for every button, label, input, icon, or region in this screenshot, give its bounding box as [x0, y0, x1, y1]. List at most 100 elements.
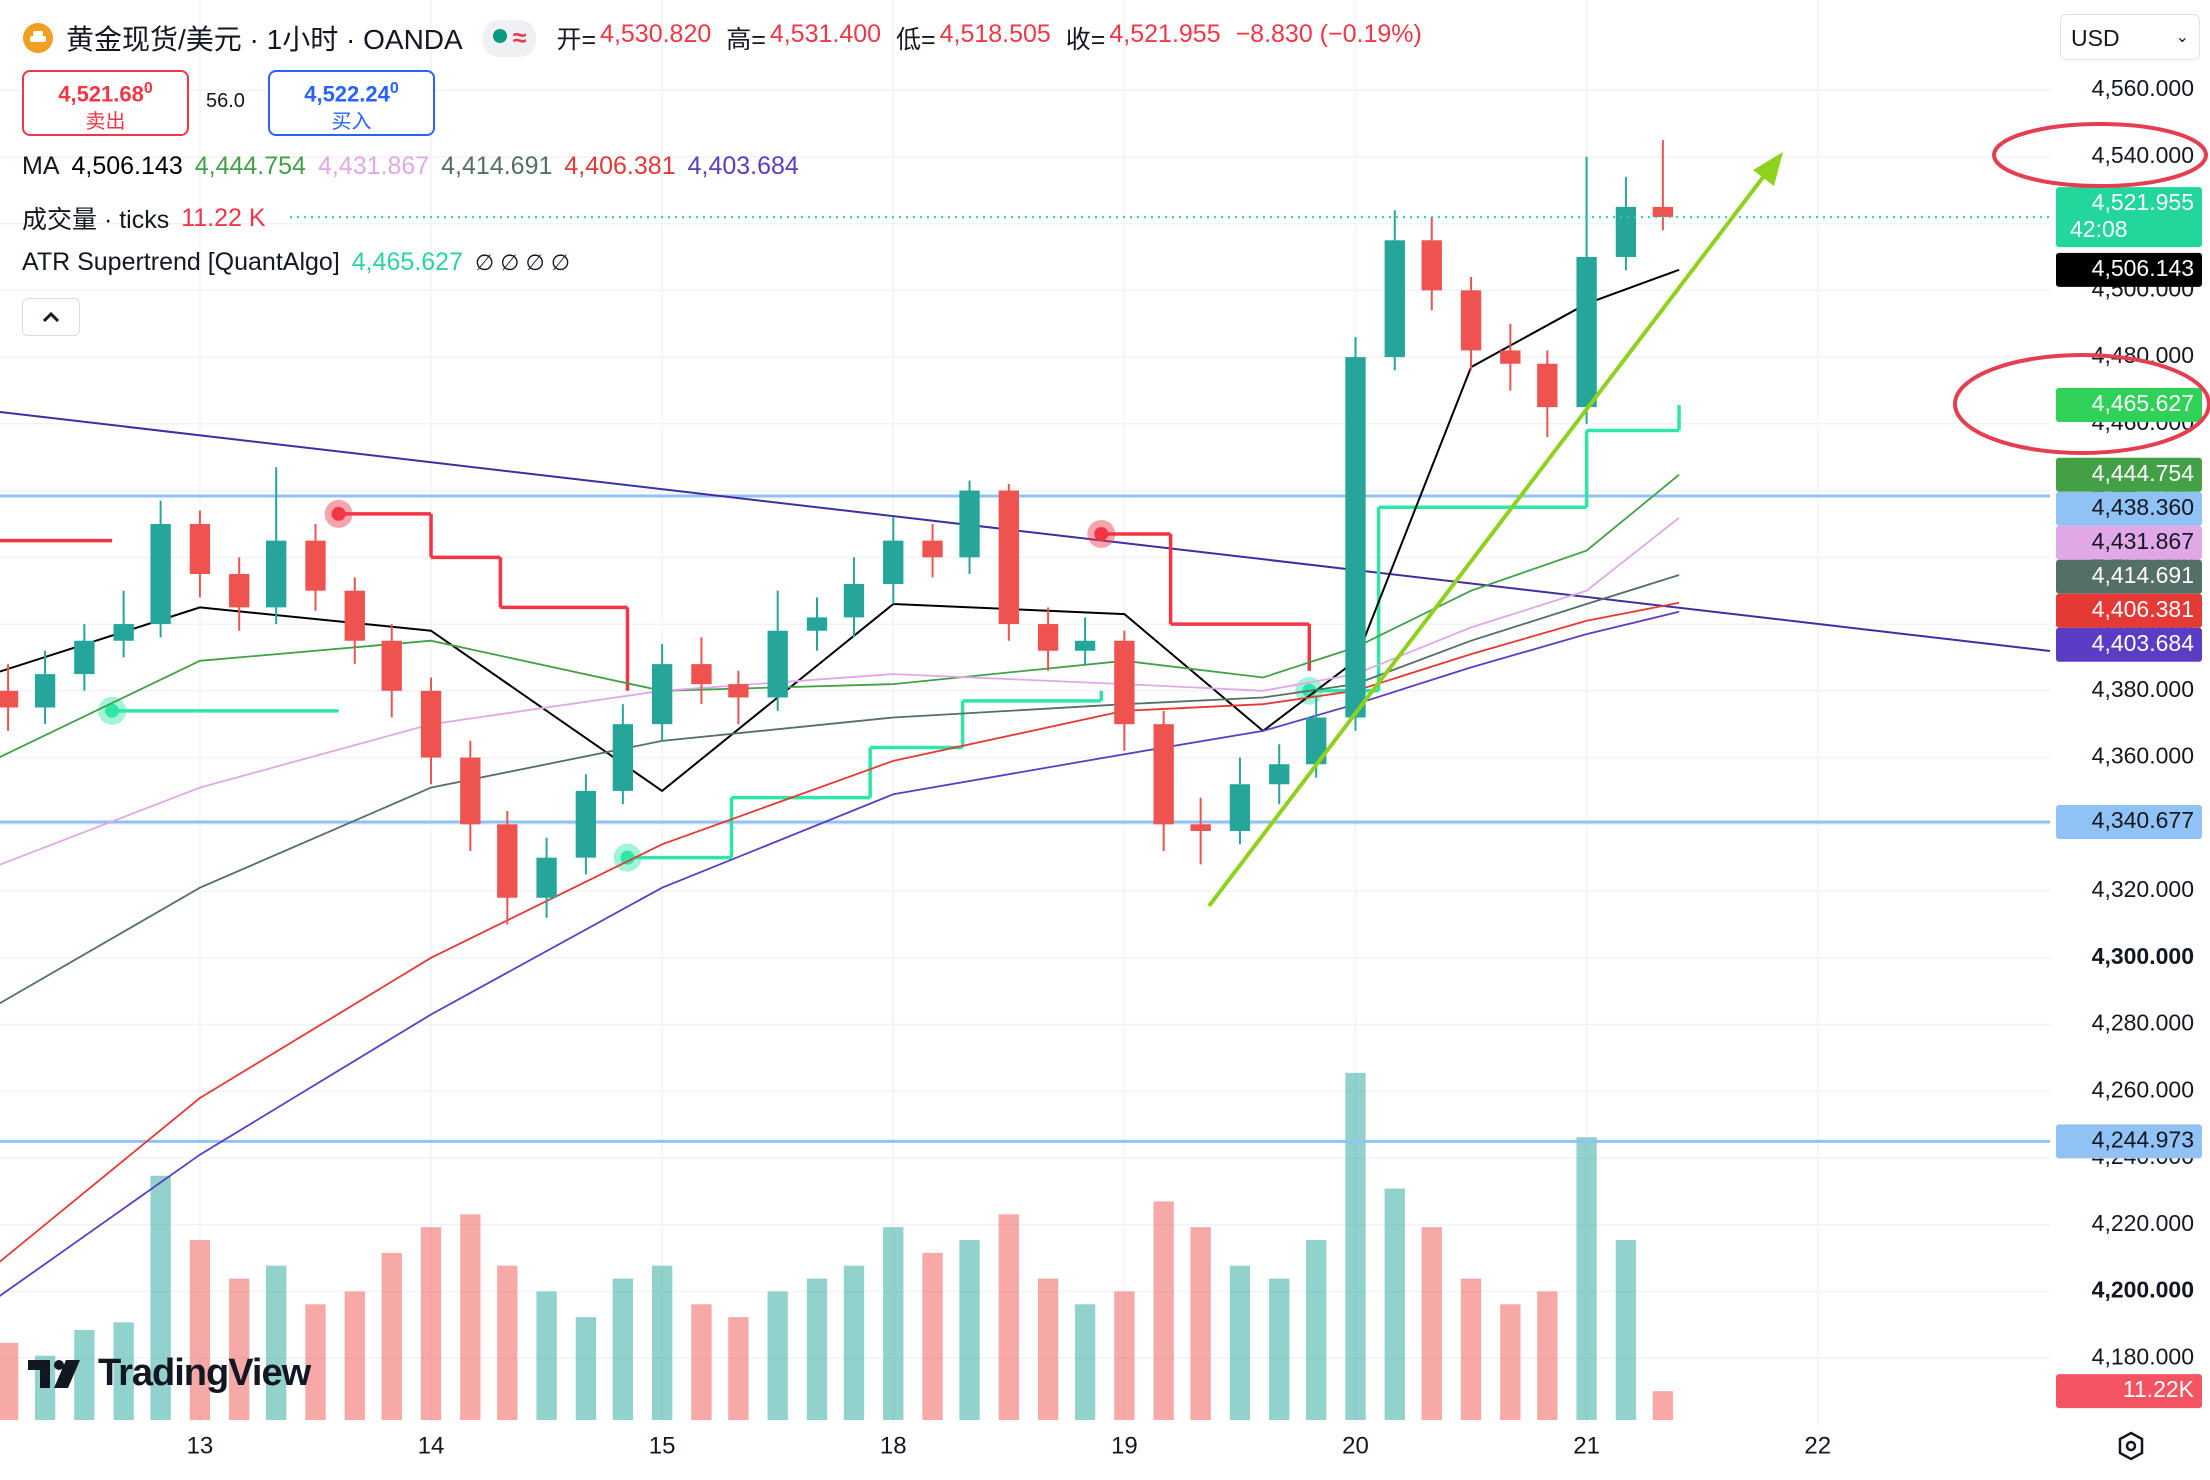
buy-button[interactable]: 4,522.240 买入	[268, 70, 435, 136]
candle-body	[1269, 764, 1290, 785]
price-tag	[2056, 252, 2202, 287]
candle-body	[651, 664, 673, 725]
candle-body	[1306, 717, 1327, 765]
supertrend-label[interactable]: ATR Supertrend [QuantAlgo]	[22, 248, 340, 276]
volume-bar	[0, 1342, 19, 1420]
status-pill[interactable]: ≈	[482, 19, 537, 57]
candle-body	[767, 630, 788, 698]
volume-label[interactable]: 成交量 · ticks	[22, 206, 170, 234]
volume-bar	[767, 1291, 788, 1420]
candle-body	[189, 523, 211, 575]
settings-icon-center	[2125, 1440, 2137, 1452]
price-tag-label: 4,438.360	[2092, 494, 2194, 520]
close-label: 收=	[1065, 26, 1106, 54]
candle-body	[843, 584, 865, 618]
currency-select[interactable]: USD ⌄	[2060, 14, 2200, 60]
volume-bar	[1229, 1265, 1251, 1420]
volume-bar	[150, 1175, 171, 1420]
y-tick-label: 4,560.000	[2092, 75, 2194, 101]
currency: USD	[2071, 25, 2120, 51]
candle-body	[305, 540, 326, 591]
candle-body	[420, 690, 442, 758]
volume-bar	[998, 1214, 1019, 1420]
y-tick-label: 4,540.000	[2092, 142, 2194, 168]
low-label: 低=	[896, 26, 936, 54]
candle-body	[0, 690, 19, 708]
price-tag	[2056, 1374, 2202, 1409]
volume-bar	[806, 1278, 828, 1420]
volume-bar	[460, 1214, 481, 1420]
status-icon: ≈	[512, 23, 527, 52]
price-tag-label: 42:08	[2070, 216, 2128, 242]
price-tag	[2056, 593, 2202, 628]
status-dot	[492, 28, 507, 43]
volume-bar	[1074, 1304, 1096, 1420]
volume-bar	[1421, 1227, 1442, 1420]
moving-average	[0, 601, 1680, 1263]
candle-body	[1345, 357, 1366, 718]
candle-body	[381, 640, 402, 691]
candle-body	[575, 790, 597, 858]
spread: 56.0	[206, 90, 245, 112]
volume-bar	[1306, 1240, 1327, 1420]
logo-icon	[28, 1359, 80, 1388]
sell-price-sup: 0	[143, 80, 153, 97]
y-tick-label: 4,200.000	[2092, 1277, 2194, 1303]
logo: TradingView	[28, 1352, 311, 1395]
volume-bar	[344, 1291, 365, 1420]
supertrend-flip-dot	[105, 703, 120, 718]
volume-bar	[1345, 1072, 1366, 1420]
price-tag-label: 4,465.627	[2092, 390, 2194, 416]
symbol[interactable]: 黄金现货/美元 · 1小时 · OANDA	[66, 24, 463, 55]
x-tick-label: 20	[1342, 1432, 1369, 1459]
supertrend-flip-dot	[1094, 526, 1109, 541]
sell-button[interactable]: 4,521.680 卖出	[22, 70, 189, 136]
supertrend-value: 4,465.627	[351, 248, 463, 276]
sell-label: 卖出	[85, 111, 126, 134]
volume-bar	[420, 1227, 442, 1420]
candle-body	[1229, 784, 1251, 831]
volume-bar	[1500, 1304, 1521, 1420]
ohlc: 开= 4,530.820 高= 4,531.400 低= 4,518.505 收= 4,…	[556, 20, 1421, 56]
candle-body	[1190, 824, 1211, 831]
candle-body	[883, 540, 904, 585]
candle-body	[266, 540, 287, 608]
price-tag-label: 11.22K	[2123, 1376, 2195, 1402]
buy-price-sup: 0	[389, 80, 399, 97]
candle-body	[34, 674, 56, 708]
y-tick-label: 4,300.000	[2092, 943, 2194, 969]
candle-body	[691, 664, 712, 685]
y-tick-label: 4,360.000	[2092, 743, 2194, 769]
supertrend-extra: ∅ ∅ ∅ ∅	[474, 249, 570, 275]
candle-body	[959, 490, 980, 558]
x-tick-label: 22	[1804, 1432, 1831, 1459]
price-tag-label: 4,340.677	[2092, 807, 2194, 833]
price-tag	[2056, 187, 2202, 248]
volume-bar	[1114, 1291, 1135, 1420]
candle-body	[612, 724, 634, 791]
ma-label[interactable]: MA	[22, 152, 60, 180]
x-tick-label: 18	[880, 1432, 907, 1459]
sell-price: 4,521.68	[58, 81, 144, 107]
trend-line	[0, 411, 2051, 652]
buy-price: 4,522.24	[304, 81, 390, 107]
y-tick-label: 4,180.000	[2092, 1343, 2194, 1369]
candle-body	[460, 757, 481, 825]
x-tick-label: 14	[418, 1432, 445, 1459]
candle-body	[806, 617, 828, 631]
candle-body	[1615, 206, 1637, 257]
price-tag-label: 4,444.754	[2092, 460, 2195, 486]
ma-value: 4,431.867	[317, 152, 430, 180]
candle-body	[497, 824, 518, 898]
close: 4,521.955	[1109, 20, 1221, 48]
x-tick-label: 21	[1573, 1432, 1600, 1459]
volume-bar	[497, 1265, 518, 1420]
buy-label: 买入	[331, 111, 372, 134]
collapse-button[interactable]	[22, 298, 80, 336]
price-tag-label: 4,521.955	[2092, 189, 2194, 215]
volume-bar	[1190, 1227, 1211, 1420]
ma-value: 4,506.143	[71, 152, 183, 180]
price-tag	[2056, 457, 2202, 492]
volume-bar	[1460, 1278, 1482, 1420]
